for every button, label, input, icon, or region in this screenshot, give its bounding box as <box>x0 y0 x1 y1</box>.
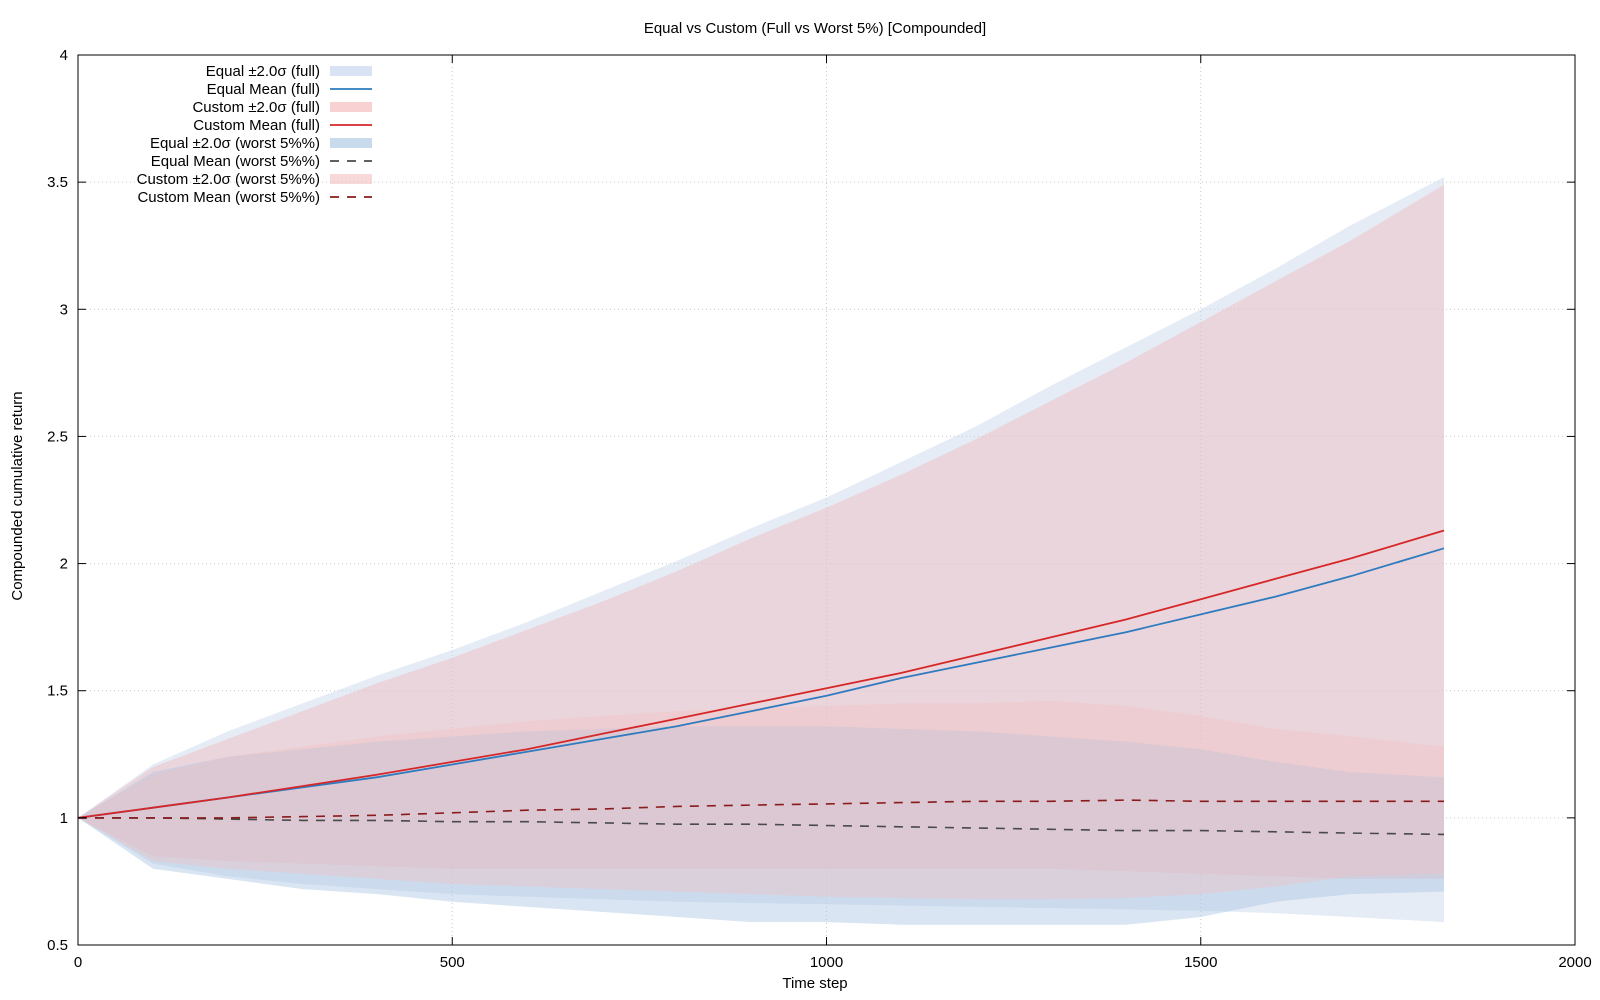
legend-label: Custom Mean (full) <box>193 117 320 134</box>
x-tick-label: 500 <box>440 954 465 971</box>
band-series-4 <box>78 726 1444 925</box>
line-series-5 <box>78 817 1445 836</box>
y-tick-label: 0.5 <box>47 937 68 954</box>
axis-ticks: 0 500 1000 1500 2000 0.5 1 1.5 2 2.5 3 3.5 4 <box>47 47 1592 971</box>
line-series-7 <box>78 799 1444 819</box>
legend-label: Custom Mean (worst 5%%) <box>137 189 320 206</box>
x-tick-label: 1000 <box>810 954 843 971</box>
y-tick-label: 1 <box>60 810 68 827</box>
x-tick-label: 2000 <box>1558 954 1591 971</box>
y-axis-title: Compounded cumulative return <box>9 391 26 600</box>
y-tick-label: 4 <box>60 47 68 64</box>
legend-swatch <box>330 138 372 148</box>
y-tick-label: 2.5 <box>47 428 68 445</box>
legend-label: Equal ±2.0σ (worst 5%%) <box>150 135 320 152</box>
line-series-1 <box>77 547 1445 819</box>
y-tick-label: 3 <box>60 301 68 318</box>
legend-swatch <box>330 66 372 76</box>
chart-title: Equal vs Custom (Full vs Worst 5%) [Comp… <box>644 20 986 37</box>
y-tick-label: 3.5 <box>47 174 68 191</box>
x-tick-label: 1500 <box>1184 954 1217 971</box>
line-layer <box>77 529 1445 836</box>
legend-swatch <box>330 174 372 184</box>
legend-label: Custom ±2.0σ (worst 5%%) <box>137 171 320 188</box>
band-layer <box>78 177 1444 925</box>
band-series-0 <box>78 177 1444 923</box>
x-tick-label: 0 <box>74 954 82 971</box>
grid-lines <box>78 55 1575 945</box>
legend-label: Equal Mean (full) <box>207 81 320 98</box>
legend: Equal ±2.0σ (full)Equal Mean (full)Custo… <box>137 63 372 206</box>
legend-label: Equal Mean (worst 5%%) <box>151 153 320 170</box>
line-series-3 <box>77 529 1445 819</box>
legend-label: Equal ±2.0σ (full) <box>206 63 320 80</box>
legend-label: Custom ±2.0σ (full) <box>192 99 320 116</box>
x-axis-title: Time step <box>782 975 847 992</box>
y-tick-label: 1.5 <box>47 683 68 700</box>
band-series-6 <box>78 700 1444 900</box>
band-series-2 <box>78 184 1444 879</box>
legend-swatch <box>330 102 372 112</box>
y-tick-label: 2 <box>60 556 68 573</box>
